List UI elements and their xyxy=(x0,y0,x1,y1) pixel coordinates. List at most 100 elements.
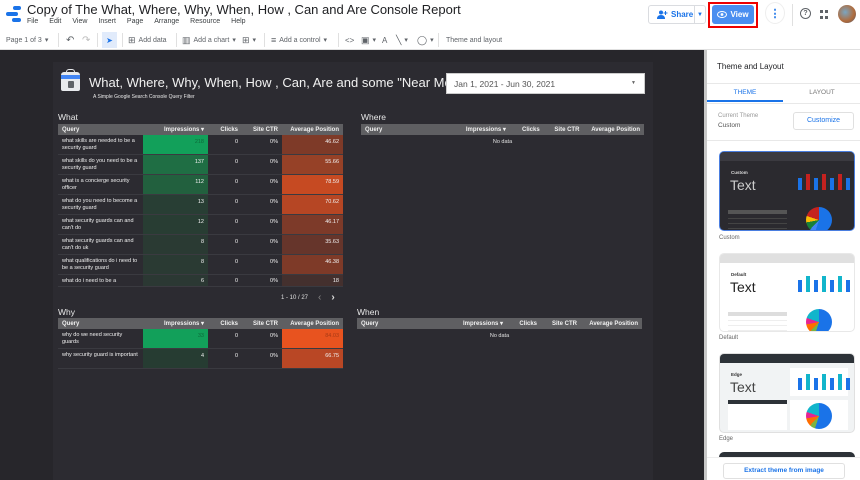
bar-chart-preview-icon xyxy=(798,174,854,190)
extract-theme-button[interactable]: Extract theme from image xyxy=(723,463,845,479)
panel-title: Theme and Layout xyxy=(717,62,784,71)
col-avg-position[interactable]: Average Position xyxy=(591,126,640,133)
col-impressions[interactable]: Impressions ▾ xyxy=(462,321,503,327)
divider xyxy=(707,103,860,104)
add-control-button[interactable]: ≡ Add a control ▾ xyxy=(271,35,328,45)
col-ctr[interactable]: Site CTR xyxy=(554,126,580,133)
more-options-button[interactable]: ⋮ xyxy=(765,2,785,24)
report-title[interactable]: Copy of The What, Where, Why, When, How … xyxy=(27,2,461,17)
image-button[interactable]: ▣ ▾ xyxy=(361,34,377,45)
page-selector[interactable]: Page 1 of 3 ▾ xyxy=(6,36,49,45)
theme-card-default[interactable]: Default Text xyxy=(719,253,855,332)
menu-insert[interactable]: Insert xyxy=(98,18,116,25)
toolbar-divider xyxy=(264,33,265,47)
user-avatar[interactable] xyxy=(838,5,856,23)
share-button[interactable]: Share ▼ xyxy=(648,5,706,24)
share-dropdown-icon[interactable]: ▼ xyxy=(694,6,705,23)
tab-theme[interactable]: THEME xyxy=(707,84,783,102)
col-clicks[interactable]: Clicks xyxy=(522,126,540,133)
chevron-down-icon: ▼ xyxy=(631,80,636,86)
current-theme-label: Current Theme xyxy=(718,113,759,119)
col-clicks[interactable]: Clicks xyxy=(519,320,537,327)
table-row[interactable]: what is a concierge security officer 112… xyxy=(58,175,343,195)
undo-icon[interactable]: ↶ xyxy=(66,34,75,46)
embed-code-icon[interactable]: <> xyxy=(345,35,355,45)
menu-view[interactable]: View xyxy=(72,18,88,25)
menu-edit[interactable]: Edit xyxy=(49,18,62,25)
col-impressions[interactable]: Impressions ▾ xyxy=(465,127,506,133)
when-table[interactable]: Query Impressions ▾ Clicks Site CTR Aver… xyxy=(357,318,642,339)
col-avg-position[interactable]: Average Position xyxy=(589,320,638,327)
col-query[interactable]: Query xyxy=(365,126,383,133)
pie-chart-preview-icon xyxy=(806,207,832,230)
bar-chart-preview-icon xyxy=(798,374,854,390)
shape-button[interactable]: ◯ ▾ xyxy=(417,34,434,45)
theme-card-edge[interactable]: Edge Text xyxy=(719,353,855,433)
select-tool-icon[interactable]: ➤ xyxy=(102,32,117,48)
col-ctr[interactable]: Site CTR xyxy=(252,320,278,327)
table-row[interactable]: what do you need to become a security gu… xyxy=(58,195,343,215)
text-box-icon[interactable]: A xyxy=(382,35,388,45)
view-highlight-box xyxy=(708,2,758,28)
app-header: Copy of The What, Where, Why, When, How … xyxy=(0,0,860,30)
toolbar-divider xyxy=(338,33,339,47)
table-row[interactable]: why security guard is important 4 0 0% 6… xyxy=(58,349,343,369)
table-row[interactable]: what skills are needed to be a security … xyxy=(58,135,343,155)
customize-button[interactable]: Customize xyxy=(793,112,854,130)
menu-file[interactable]: File xyxy=(27,18,39,25)
col-query[interactable]: Query xyxy=(62,126,80,133)
next-page-icon[interactable]: › xyxy=(331,292,335,303)
bar-chart-preview-icon xyxy=(798,276,854,292)
add-person-icon xyxy=(657,10,668,19)
help-icon[interactable]: ? xyxy=(800,8,811,19)
section-title-where: Where xyxy=(361,112,387,122)
tab-layout[interactable]: LAYOUT xyxy=(809,89,835,96)
col-query[interactable]: Query xyxy=(361,320,379,327)
col-avg-position[interactable]: Average Position xyxy=(290,126,339,133)
prev-page-icon[interactable]: ‹ xyxy=(318,292,322,303)
what-table[interactable]: Query Impressions ▾ Clicks Site CTR Aver… xyxy=(58,124,343,287)
theme-and-layout-button[interactable]: Theme and layout xyxy=(446,36,503,44)
table-header: Query Impressions ▾ Clicks Site CTR Aver… xyxy=(361,124,644,135)
table-preview xyxy=(728,400,787,430)
apps-grid-icon[interactable] xyxy=(820,10,829,19)
col-query[interactable]: Query xyxy=(62,320,80,327)
col-impressions[interactable]: Impressions ▾ xyxy=(163,127,204,133)
view-button[interactable]: View xyxy=(712,5,754,24)
add-chart-button[interactable]: ▥ Add a chart ▾ xyxy=(182,34,236,45)
line-button[interactable]: ╲ ▾ xyxy=(396,34,408,45)
col-ctr[interactable]: Site CTR xyxy=(551,320,577,327)
col-clicks[interactable]: Clicks xyxy=(220,320,238,327)
col-impressions[interactable]: Impressions ▾ xyxy=(163,321,204,327)
why-table[interactable]: Query Impressions ▾ Clicks Site CTR Aver… xyxy=(58,318,343,369)
menu-arrange[interactable]: Arrange xyxy=(154,18,180,25)
theme-label-edge: Edge xyxy=(719,436,734,442)
table-row[interactable]: what security guards can and can't do uk… xyxy=(58,235,343,255)
theme-label-custom: Custom xyxy=(719,235,740,241)
menu-page[interactable]: Page xyxy=(126,18,144,25)
where-table[interactable]: Query Impressions ▾ Clicks Site CTR Aver… xyxy=(361,124,644,145)
community-visualizations-button[interactable]: ⊞ ▾ xyxy=(242,34,257,45)
redo-icon[interactable]: ↷ xyxy=(82,34,91,46)
table-row[interactable]: what do i need to be a 6 0 0% 18 xyxy=(58,275,343,287)
menu-help[interactable]: Help xyxy=(231,18,246,25)
add-data-button[interactable]: ⊞ Add data xyxy=(128,34,167,45)
divider xyxy=(707,140,860,141)
table-row[interactable]: what security guards can and can't do 12… xyxy=(58,215,343,235)
menu-resource[interactable]: Resource xyxy=(190,18,221,25)
table-row[interactable]: what skills do you need to be a security… xyxy=(58,155,343,175)
col-avg-position[interactable]: Average Position xyxy=(290,320,339,327)
editor-toolbar: Page 1 of 3 ▾ ↶ ↷ ➤ ⊞ Add data ▥ Add a c… xyxy=(0,30,860,50)
data-studio-logo-icon[interactable] xyxy=(6,6,22,24)
what-table-pager: 1 - 10 / 27 ‹ › xyxy=(281,292,335,303)
col-ctr[interactable]: Site CTR xyxy=(252,126,278,133)
header-divider xyxy=(792,4,793,26)
pie-chart-preview-icon xyxy=(806,309,832,331)
theme-card-custom[interactable]: Custom Text xyxy=(719,151,855,231)
table-row[interactable]: why do we need security guards 33 0 0% 8… xyxy=(58,329,343,349)
menu-bar: File Edit View Insert Page Arrange Resou… xyxy=(27,18,257,25)
date-range-control[interactable]: Jan 1, 2021 - Jun 30, 2021 ▼ xyxy=(446,73,645,94)
col-clicks[interactable]: Clicks xyxy=(220,126,238,133)
report-heading: What, Where, Why, When, How , Can, Are a… xyxy=(89,75,457,90)
table-row[interactable]: what qualifications do i need to be a se… xyxy=(58,255,343,275)
